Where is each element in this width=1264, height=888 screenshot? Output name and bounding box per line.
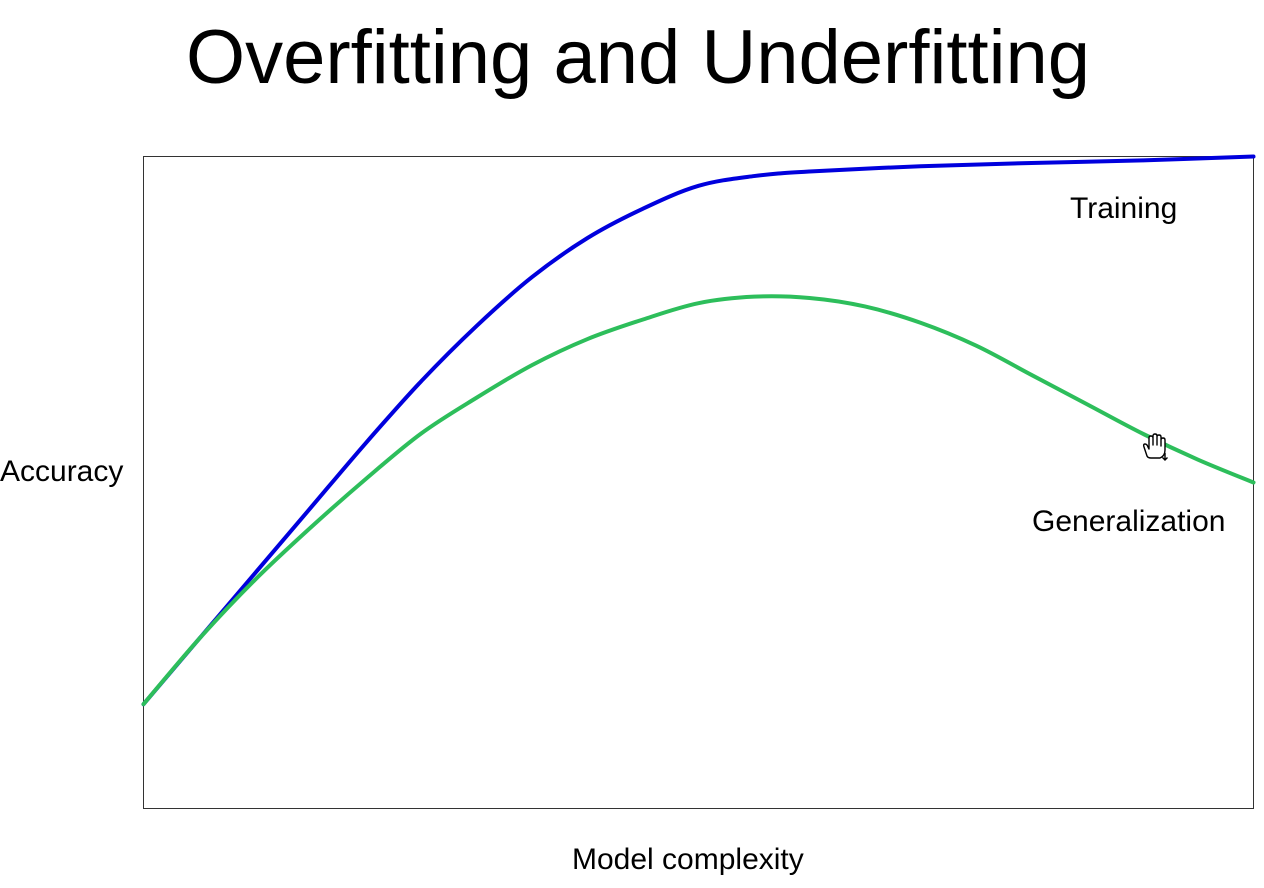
series-line-generalization xyxy=(141,294,1256,707)
series-label-training: Training xyxy=(1070,192,1177,225)
slide-title: Overfitting and Underfitting xyxy=(185,15,1091,100)
y-axis-label: Accuracy xyxy=(0,455,124,488)
hand-cursor-icon xyxy=(1142,433,1168,461)
series-line-training xyxy=(141,154,1256,707)
series-layer xyxy=(141,154,1256,707)
plot-frame xyxy=(143,156,1254,809)
series-label-generalization: Generalization xyxy=(1032,505,1225,538)
x-axis-label: Model complexity xyxy=(572,843,804,876)
